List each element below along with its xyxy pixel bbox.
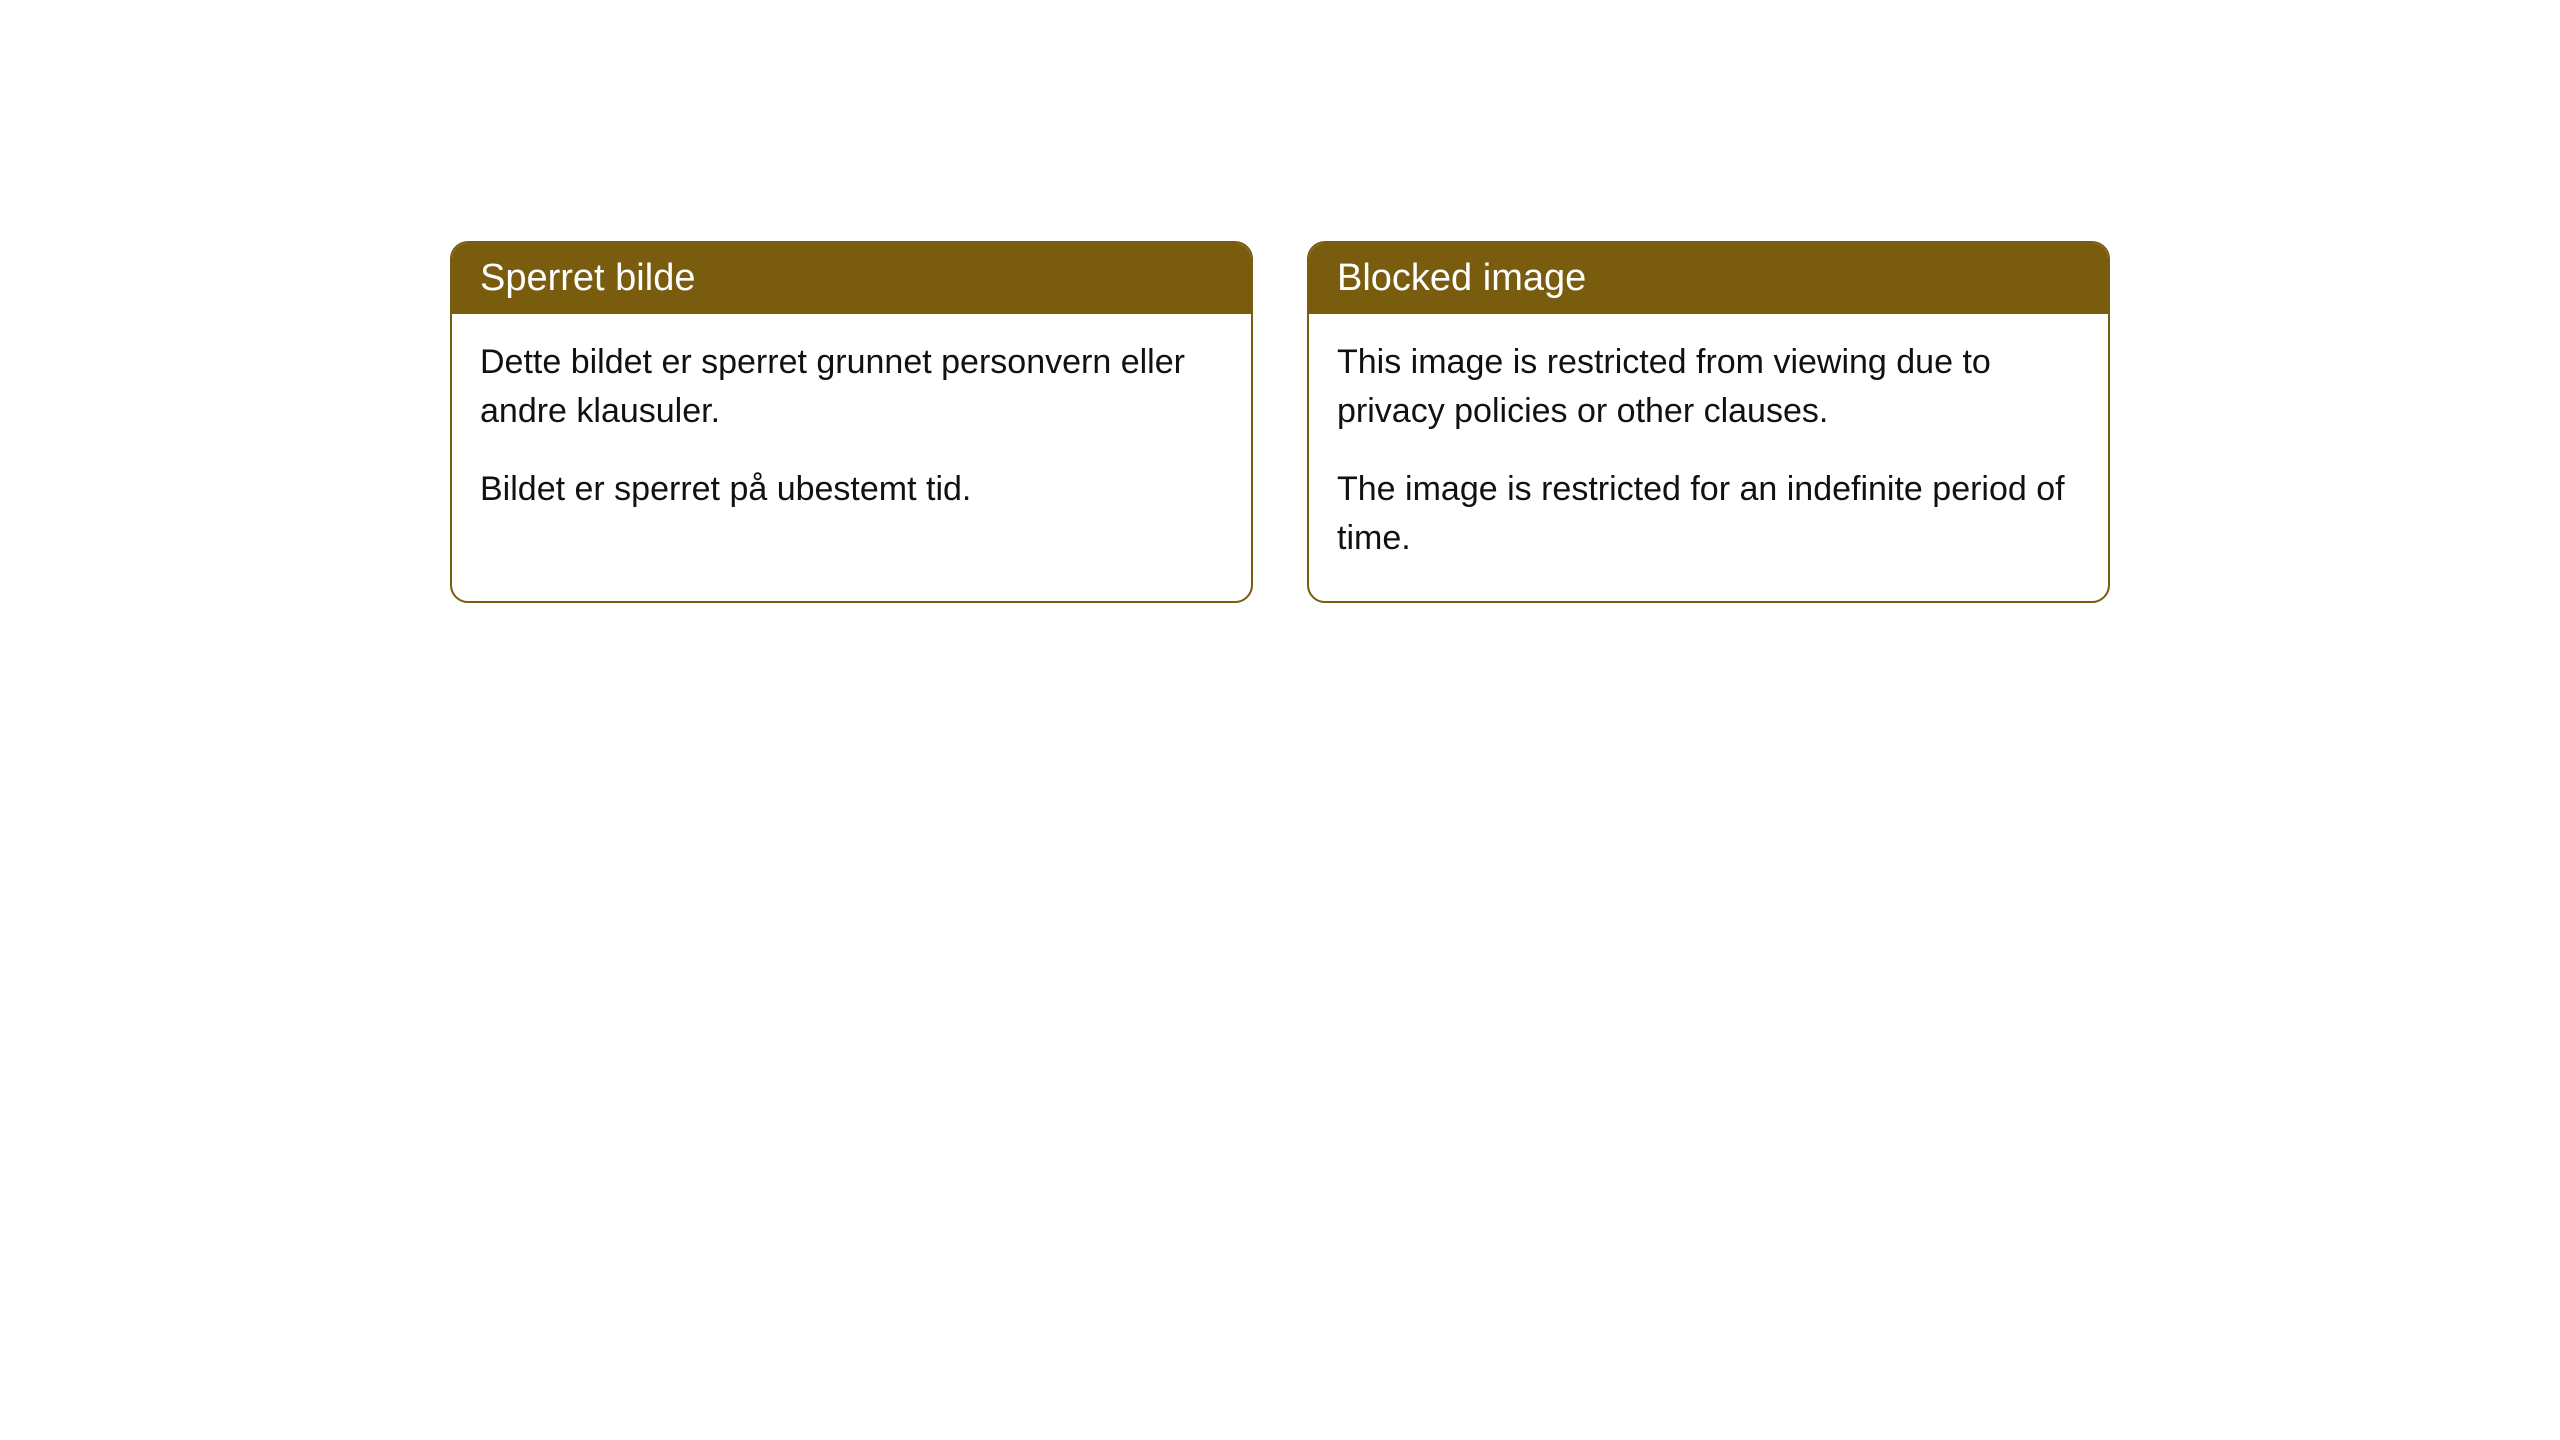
card-paragraph: Dette bildet er sperret grunnet personve… [480,338,1223,437]
notice-cards-container: Sperret bilde Dette bildet er sperret gr… [450,241,2110,603]
card-body: This image is restricted from viewing du… [1309,314,2108,601]
card-paragraph: Bildet er sperret på ubestemt tid. [480,465,1223,514]
notice-card-english: Blocked image This image is restricted f… [1307,241,2110,603]
card-title: Sperret bilde [480,257,695,299]
card-header: Blocked image [1309,243,2108,314]
card-body: Dette bildet er sperret grunnet personve… [452,314,1251,552]
card-paragraph: This image is restricted from viewing du… [1337,338,2080,437]
card-paragraph: The image is restricted for an indefinit… [1337,465,2080,564]
notice-card-norwegian: Sperret bilde Dette bildet er sperret gr… [450,241,1253,603]
card-title: Blocked image [1337,257,1586,299]
card-header: Sperret bilde [452,243,1251,314]
